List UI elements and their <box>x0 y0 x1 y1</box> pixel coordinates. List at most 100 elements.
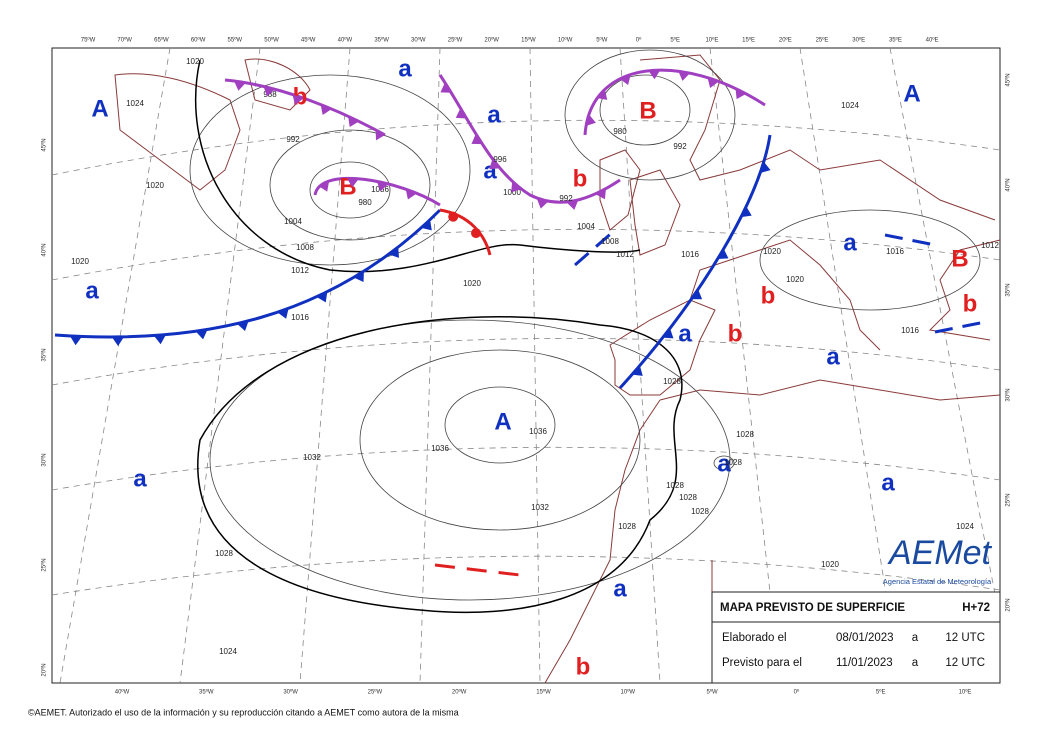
info-cell: Elaborado el <box>722 632 787 644</box>
pressure-center: a <box>826 343 840 370</box>
isobar-label: 1008 <box>296 243 314 252</box>
longitude-label: 5ºW <box>596 37 608 44</box>
front-symbol <box>595 188 607 200</box>
longitude-label: 45ºW <box>301 37 316 44</box>
isobar-label: 1024 <box>219 647 237 656</box>
info-cell: 12 UTC <box>945 632 985 644</box>
front-symbol <box>316 291 328 303</box>
isobar-label: 1012 <box>616 250 634 259</box>
longitude-label: 15ºW <box>536 689 551 696</box>
front-symbol <box>707 77 719 88</box>
latitude-label: 30ºN <box>1005 388 1012 401</box>
latitude-label: 35ºN <box>41 348 48 361</box>
graticule <box>51 47 1001 684</box>
front-symbol <box>760 161 771 174</box>
isobar-label: 1028 <box>736 430 754 439</box>
front-symbol <box>376 181 389 192</box>
isobar-label: 1004 <box>284 217 302 226</box>
longitude-label: 5ºW <box>706 689 718 696</box>
front-symbol <box>566 199 579 210</box>
front-symbol <box>489 158 501 170</box>
pressure-center: a <box>613 575 627 602</box>
pressure-center: a <box>133 465 147 492</box>
info-cell: 12 UTC <box>945 657 985 669</box>
front-symbol <box>318 180 330 192</box>
isobar-label: 1028 <box>618 522 636 531</box>
front-symbol <box>741 206 752 218</box>
pressure-center: a <box>487 101 501 128</box>
info-box <box>711 591 1001 684</box>
isobar-label: 1028 <box>215 549 233 558</box>
isobar-label: 996 <box>493 155 507 164</box>
isobar-label: 1012 <box>291 266 309 275</box>
info-cell: 11/01/2023 <box>836 657 893 669</box>
pressure-center: b <box>573 165 588 192</box>
isobar-label: 1036 <box>431 444 449 453</box>
latitude-label: 35ºN <box>1005 283 1012 296</box>
front-symbol <box>662 328 674 339</box>
front-symbol <box>471 133 483 145</box>
longitude-label: 70ºW <box>117 37 132 44</box>
pressure-center: B <box>339 173 356 200</box>
front-symbol <box>263 86 276 97</box>
front-symbol <box>448 211 459 222</box>
longitude-label: 35ºW <box>199 689 214 696</box>
longitude-label: 25ºW <box>368 689 383 696</box>
map-frame <box>51 47 1001 684</box>
isobar-label: 1016 <box>681 250 699 259</box>
isobar-label: 1020 <box>463 279 481 288</box>
longitude-label: 15ºW <box>521 37 536 44</box>
front-symbol <box>233 80 246 91</box>
pressure-center: A <box>494 408 511 435</box>
front-symbol <box>511 181 522 193</box>
longitude-label: 50ºW <box>264 37 279 44</box>
longitude-label: 10ºW <box>558 37 573 44</box>
info-range: H+72 <box>962 602 990 614</box>
front-symbol <box>421 219 432 231</box>
isobar-label: 1020 <box>146 181 164 190</box>
longitude-label: 20ºW <box>452 689 467 696</box>
latitude-label: 25ºN <box>1005 493 1012 506</box>
isobar-label: 1032 <box>531 503 549 512</box>
front-symbol <box>455 108 467 119</box>
pressure-center: A <box>91 95 108 122</box>
logo-subtitle: Agencia Estatal de Meteorología <box>883 577 992 586</box>
front-symbol <box>691 289 703 300</box>
longitude-label: 55ºW <box>228 37 243 44</box>
isobar-label: 1004 <box>577 222 595 231</box>
longitude-label: 40ºW <box>115 689 130 696</box>
front-symbol <box>348 116 360 127</box>
longitude-label: 30ºW <box>411 37 426 44</box>
pressure-center: b <box>761 282 776 309</box>
front-symbol <box>536 198 549 209</box>
front-symbol <box>717 248 729 260</box>
latitude-label: 30ºN <box>41 453 48 466</box>
longitude-label: 40ºW <box>338 37 353 44</box>
info-cell: a <box>912 657 919 669</box>
pressure-center: b <box>576 653 591 680</box>
front-symbol <box>346 178 359 188</box>
front-symbol <box>678 70 691 81</box>
pressure-center: B <box>951 245 968 272</box>
isobar-label: 992 <box>673 142 687 151</box>
longitude-label: 10ºE <box>705 37 718 44</box>
pressure-center: a <box>881 469 895 496</box>
latitude-label: 45ºN <box>1005 73 1012 86</box>
isobar-label: 1020 <box>186 57 204 66</box>
isobar-label: 980 <box>358 198 372 207</box>
isobar-label: 1028 <box>691 507 709 516</box>
longitude-label: 0º <box>636 37 642 44</box>
latitude-label: 45ºN <box>41 138 48 151</box>
longitude-label: 10ºW <box>621 689 636 696</box>
longitude-label: 40ºE <box>926 37 939 44</box>
front-symbol <box>353 271 364 283</box>
longitude-label: 20ºE <box>779 37 792 44</box>
isobars <box>189 49 981 601</box>
front-symbol <box>619 74 631 86</box>
isobar-label: 1020 <box>821 560 839 569</box>
main-isobars <box>194 59 683 614</box>
longitude-label: 10ºE <box>959 689 972 696</box>
latitude-label: 25ºN <box>41 558 48 571</box>
logo-name: AEMet <box>887 534 993 572</box>
